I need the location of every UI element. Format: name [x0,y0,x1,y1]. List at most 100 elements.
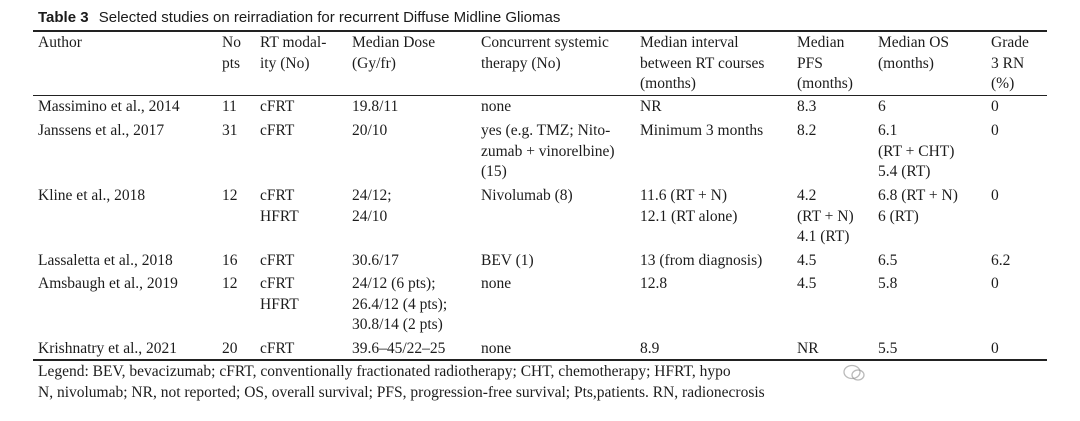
table-label: Table 3 [38,9,89,26]
row-krishnatry-grade3-rn: 0 [991,339,999,360]
row-kline-median-interval-line: 11.6 (RT + N) [640,187,728,204]
row-amsbaugh-author-line: Amsbaugh et al., 2019 [38,275,178,292]
header-median-dose: Median Dose (Gy/fr) [352,33,435,74]
row-kline-median-dose-line: 24/12; [352,187,392,204]
row-janssens-no-pts-line: 31 [222,122,238,139]
row-kline-concurrent-therapy-line: Nivolumab (8) [481,187,573,204]
row-krishnatry-author-line: Krishnatry et al., 2021 [38,340,178,357]
row-kline-median-os: 6.8 (RT + N) 6 (RT) [878,186,958,227]
header-median-pfs-line: PFS [797,54,823,72]
row-kline-median-dose: 24/12; 24/10 [352,186,392,227]
row-kline-median-os-line: 6.8 (RT + N) [878,187,958,204]
table-title: Selected studies on reirradiation for re… [98,9,561,26]
row-lassaletta-median-os: 6.5 [878,251,897,272]
row-amsbaugh-median-pfs-line: 4.5 [797,275,817,292]
row-amsbaugh-median-os: 5.8 [878,274,897,295]
row-lassaletta-no-pts: 16 [222,251,238,272]
row-kline-rt-modality-line: HFRT [260,207,299,225]
header-rt-modality-line: RT modal- [260,34,327,51]
row-massimino-median-interval: NR [640,97,662,118]
row-massimino-median-interval-line: NR [640,98,662,115]
row-janssens-median-dose: 20/10 [352,121,387,142]
row-massimino-median-dose-line: 19.8/11 [352,98,399,115]
row-janssens-median-pfs: 8.2 [797,121,816,142]
header-concurrent-therapy-line: therapy (No) [481,54,561,72]
row-janssens-author: Janssens et al., 2017 [38,121,164,142]
row-amsbaugh-grade3-rn: 0 [991,274,999,295]
row-kline-median-dose-line: 24/10 [352,207,388,225]
row-janssens-concurrent-therapy-line: yes (e.g. TMZ; Nito- [481,122,611,139]
row-amsbaugh-grade3-rn-line: 0 [991,275,999,292]
row-amsbaugh-rt-modality-line: HFRT [260,295,299,313]
row-massimino-median-dose: 19.8/11 [352,97,398,118]
row-janssens-concurrent-therapy-line: (15) [481,163,507,180]
header-median-interval: Median interval between RT courses (months… [640,33,764,95]
row-janssens-median-pfs-line: 8.2 [797,122,817,139]
row-lassaletta-no-pts-line: 16 [222,252,238,269]
row-amsbaugh-median-dose-line: 24/12 (6 pts); [352,275,436,292]
header-median-os-line: Median OS [878,34,950,51]
row-massimino-concurrent-therapy: none [481,97,511,118]
row-kline-rt-modality-line: cFRT [260,187,295,204]
row-amsbaugh-concurrent-therapy-line: none [481,275,512,292]
row-massimino-median-os: 6 [878,97,886,118]
row-krishnatry-rt-modality: cFRT [260,339,294,360]
row-kline-median-pfs-line: 4.1 (RT) [797,228,850,245]
row-krishnatry-median-dose-line: 39.6–45/22–25 [352,340,446,357]
header-author-line: Author [38,34,82,51]
row-massimino-author-line: Massimino et al., 2014 [38,98,180,115]
row-janssens-median-os-line: (RT + CHT) [878,142,955,160]
row-massimino-median-os-line: 6 [878,98,886,115]
row-krishnatry-median-os: 5.5 [878,339,897,360]
row-krishnatry-median-interval: 8.9 [640,339,659,360]
row-massimino-rt-modality: cFRT [260,97,294,118]
header-median-interval-line: between RT courses [640,54,765,72]
row-janssens-grade3-rn: 0 [991,121,999,142]
row-kline-median-pfs-line: (RT + N) [797,207,854,225]
table-legend-line: Legend: BEV, bevacizumab; cFRT, conventi… [38,363,731,380]
header-median-dose-line: Median Dose [352,34,436,51]
row-krishnatry-median-dose: 39.6–45/22–25 [352,339,445,360]
row-janssens-concurrent-therapy: yes (e.g. TMZ; Nito-zumab + vinorelbine)… [481,121,615,183]
header-concurrent-therapy: Concurrent systemic therapy (No) [481,33,609,74]
header-median-pfs-line: Median [797,34,845,51]
row-krishnatry-no-pts: 20 [222,339,238,360]
top-rule [33,30,1047,32]
row-lassaletta-author-line: Lassaletta et al., 2018 [38,252,173,269]
header-median-dose-line: (Gy/fr) [352,54,396,72]
row-lassaletta-rt-modality-line: cFRT [260,252,295,269]
row-lassaletta-median-pfs-line: 4.5 [797,252,817,269]
row-kline-no-pts: 12 [222,186,238,207]
row-kline-author: Kline et al., 2018 [38,186,145,207]
row-kline-median-pfs: 4.2 (RT + N) 4.1 (RT) [797,186,854,248]
watermark-logo [843,360,1053,386]
header-median-interval-line: (months) [640,75,696,92]
row-amsbaugh-concurrent-therapy: none [481,274,511,295]
row-krishnatry-concurrent-therapy: none [481,339,511,360]
row-amsbaugh-median-interval: 12.8 [640,274,667,295]
header-no-pts-line: No [222,34,241,51]
header-no-pts: No pts [222,33,241,74]
row-lassaletta-rt-modality: cFRT [260,251,294,272]
row-krishnatry-grade3-rn-line: 0 [991,340,999,357]
row-janssens-median-os-line: 5.4 (RT) [878,163,931,180]
row-krishnatry-median-interval-line: 8.9 [640,340,660,357]
row-massimino-no-pts-line: 11 [222,98,237,115]
row-amsbaugh-rt-modality-line: cFRT [260,275,295,292]
header-author: Author [38,33,82,54]
row-janssens-median-interval-line: Minimum 3 months [640,122,764,139]
chat-bubble-icon [843,364,865,381]
row-janssens-author-line: Janssens et al., 2017 [38,122,165,139]
header-rt-modality-line: ity (No) [260,54,310,72]
row-lassaletta-median-os-line: 6.5 [878,252,898,269]
row-janssens-concurrent-therapy-line: zumab + vinorelbine) [481,142,615,160]
row-janssens-grade3-rn-line: 0 [991,122,999,139]
header-median-os-line: (months) [878,54,934,72]
row-amsbaugh-median-pfs: 4.5 [797,274,816,295]
row-massimino-median-pfs-line: 8.3 [797,98,817,115]
row-kline-grade3-rn: 0 [991,186,999,207]
row-amsbaugh-author: Amsbaugh et al., 2019 [38,274,178,295]
row-janssens-rt-modality: cFRT [260,121,294,142]
header-concurrent-therapy-line: Concurrent systemic [481,34,609,51]
header-no-pts-line: pts [222,54,241,72]
